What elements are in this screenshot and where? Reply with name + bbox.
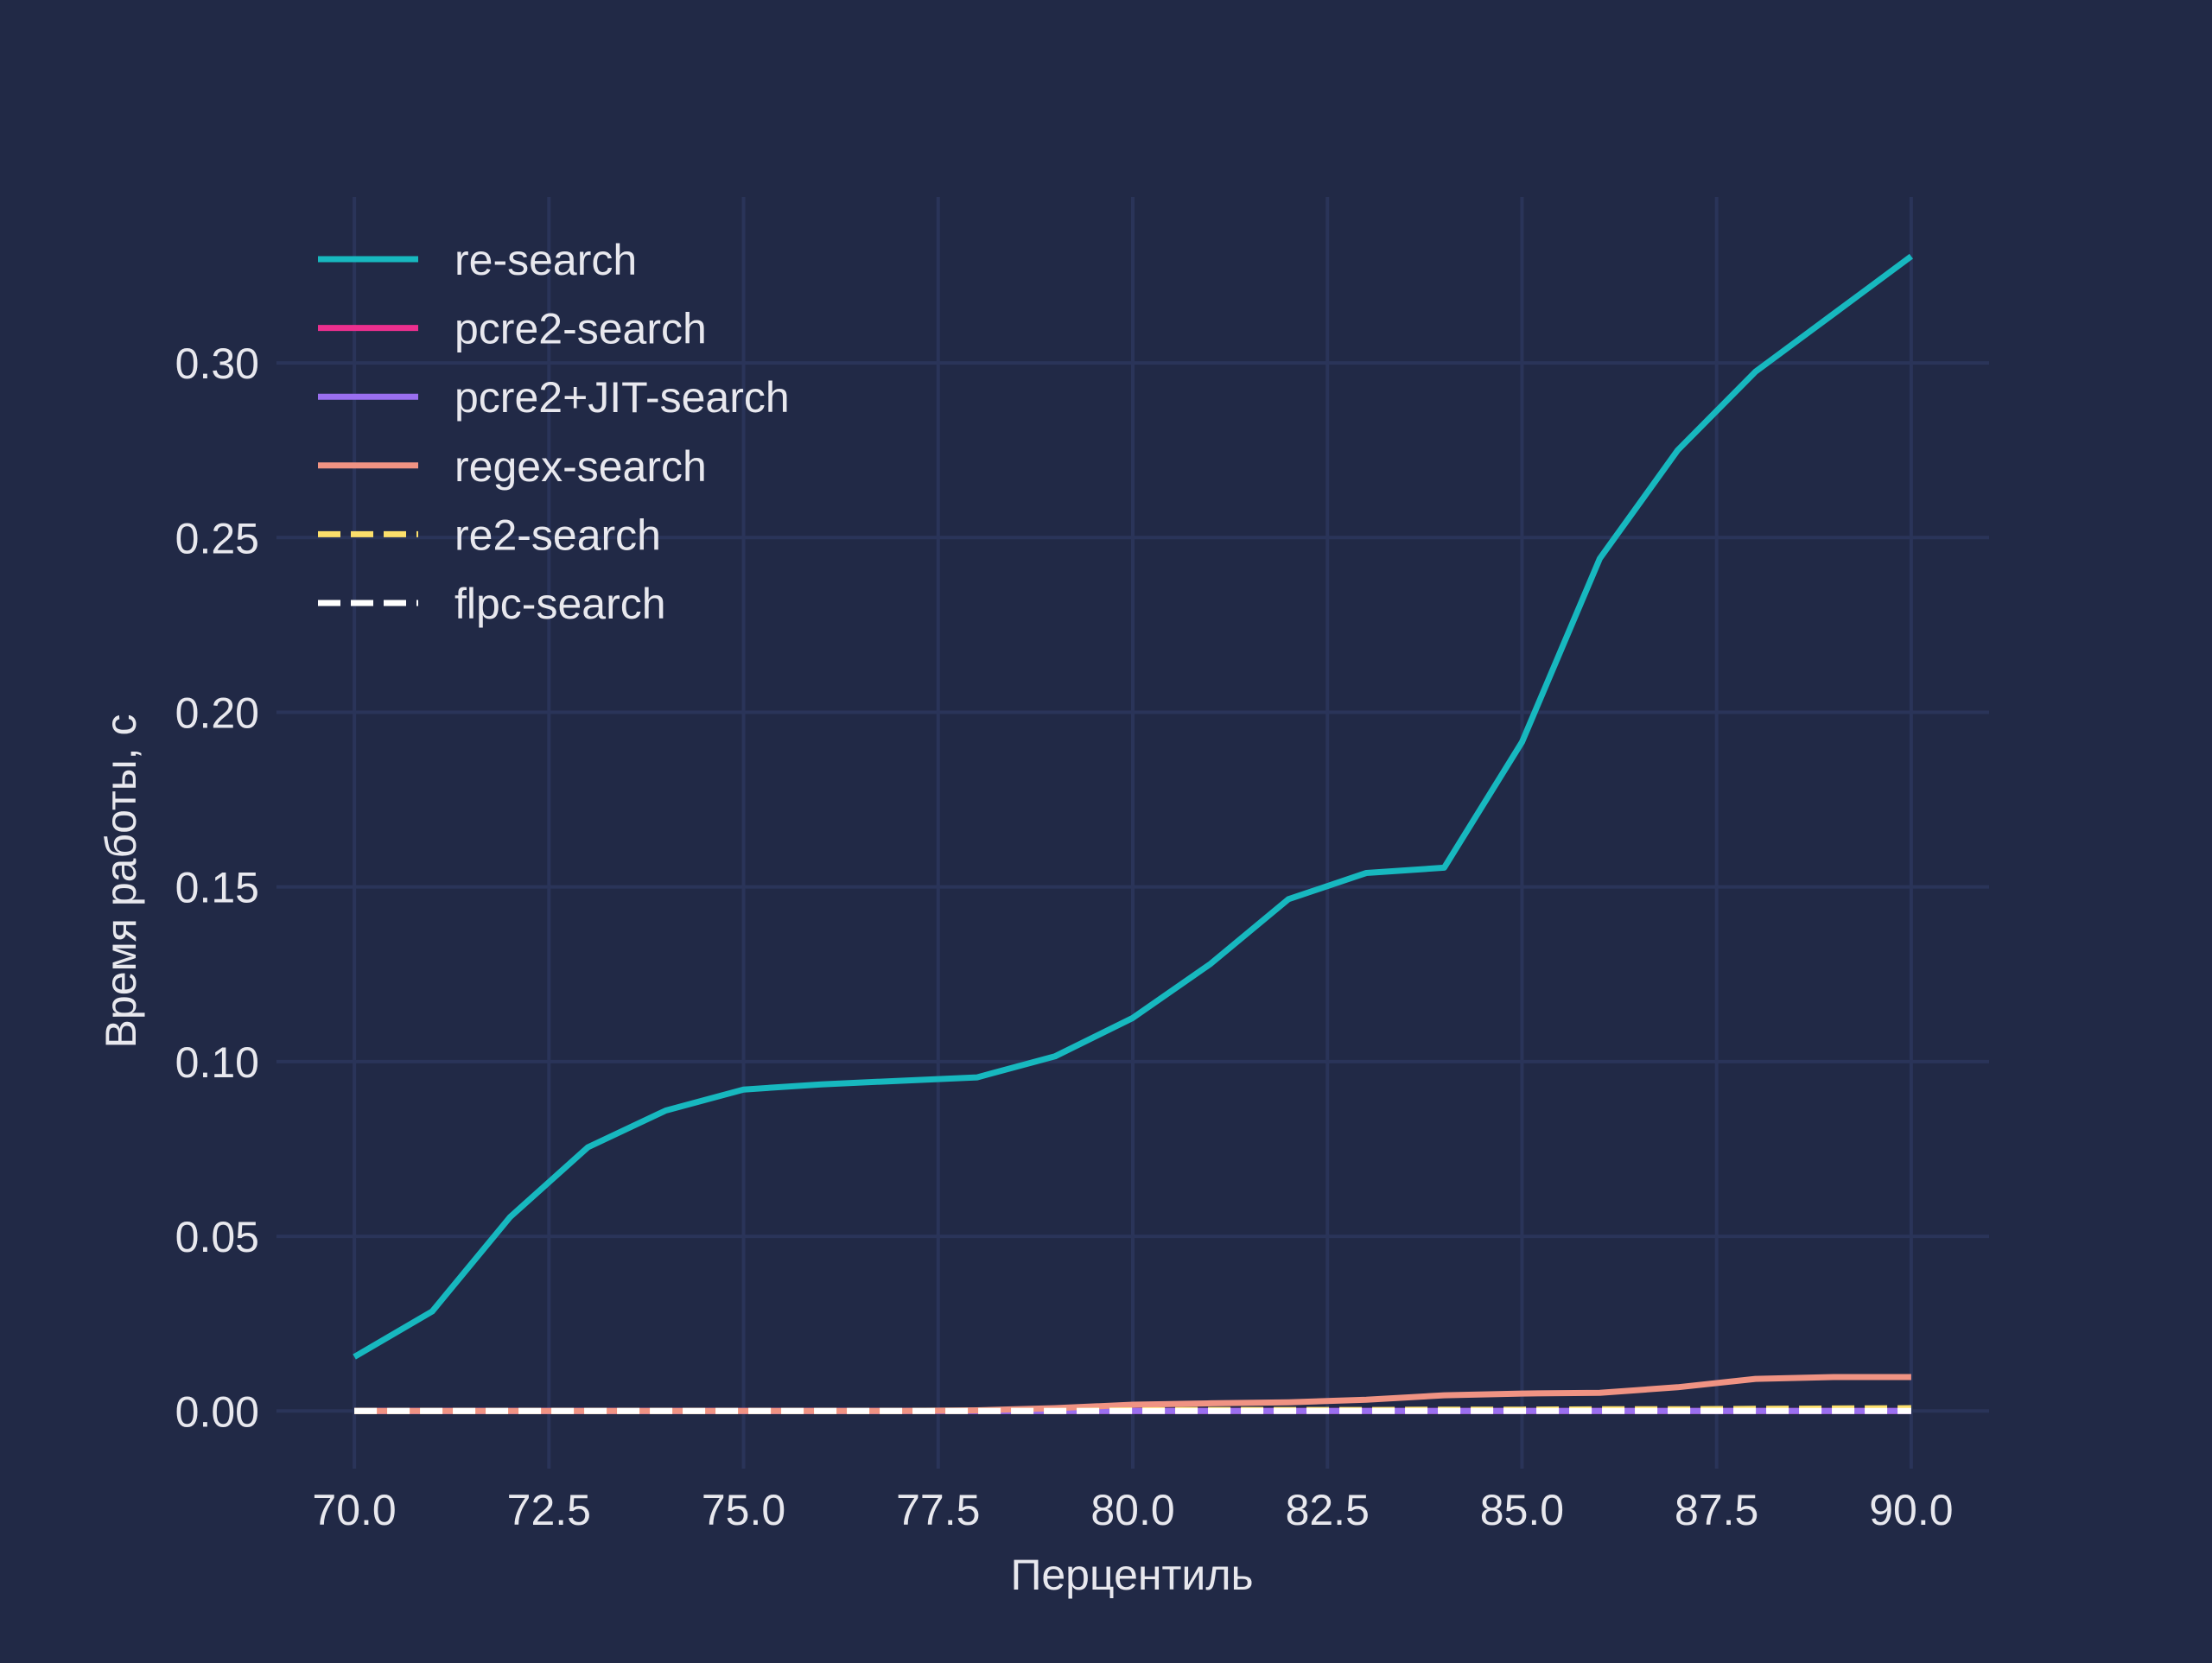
x-tick-label: 87.5 — [1675, 1486, 1758, 1534]
y-tick-label: 0.00 — [175, 1387, 259, 1436]
y-tick-label: 0.05 — [175, 1213, 259, 1261]
y-tick-label: 0.25 — [175, 514, 259, 562]
series-line-re-search — [353, 253, 1913, 1360]
x-tick-label: 85.0 — [1480, 1486, 1564, 1534]
x-axis-label: Перцентиль — [1010, 1551, 1253, 1599]
y-tick-label: 0.10 — [175, 1038, 259, 1087]
y-tick-label: 0.30 — [175, 340, 259, 388]
legend-label: re-search — [454, 236, 637, 284]
legend-label: regex-search — [454, 442, 707, 491]
x-tick-label: 77.5 — [896, 1486, 980, 1534]
x-tick-label: 82.5 — [1286, 1486, 1370, 1534]
series-line-regex-search — [354, 1374, 1911, 1414]
series-lines — [353, 253, 1913, 1414]
x-axis-ticks: 70.0 72.5 75.0 77.5 80.0 82.5 85.0 87.5 90.0 — [312, 1486, 1953, 1534]
y-axis-ticks: 0.00 0.05 0.10 0.15 0.20 0.25 0.30 — [175, 340, 259, 1436]
y-tick-label: 0.15 — [175, 864, 259, 912]
x-tick-label: 70.0 — [312, 1486, 396, 1534]
legend: re-search pcre2-search pcre2+JIT-search reg… — [318, 236, 790, 628]
x-tick-label: 90.0 — [1869, 1486, 1953, 1534]
x-tick-label: 72.5 — [507, 1486, 591, 1534]
y-axis-label: Время работы, с — [97, 714, 145, 1049]
legend-label: pcre2+JIT-search — [454, 373, 790, 422]
legend-label: re2-search — [454, 511, 661, 559]
legend-label: flpc-search — [454, 580, 666, 628]
x-tick-label: 75.0 — [702, 1486, 785, 1534]
x-tick-label: 80.0 — [1090, 1486, 1174, 1534]
legend-label: pcre2-search — [454, 305, 707, 353]
y-tick-label: 0.20 — [175, 689, 259, 737]
